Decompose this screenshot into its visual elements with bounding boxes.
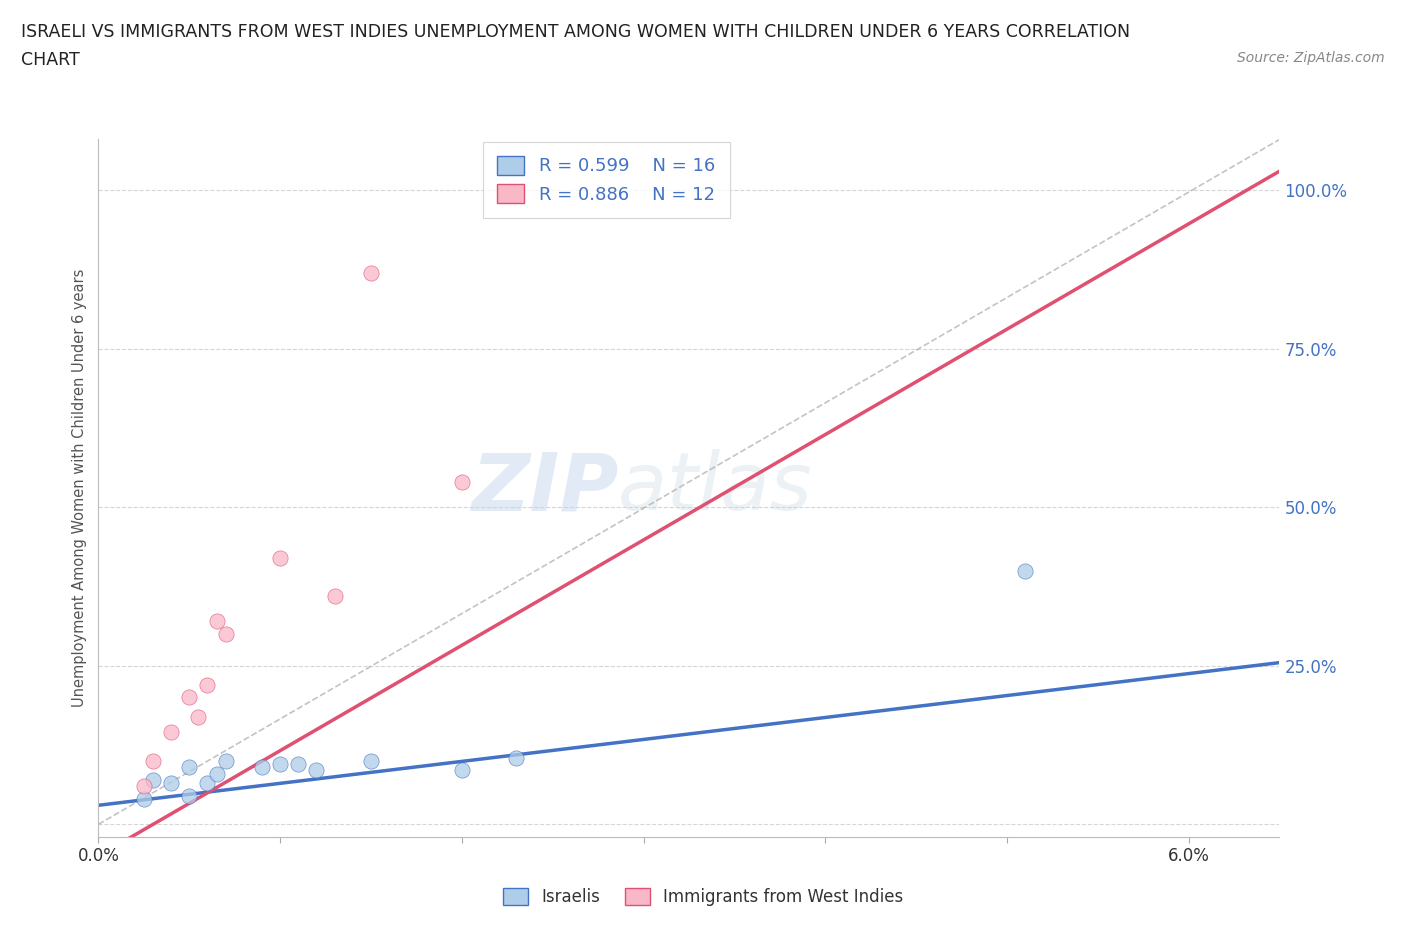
Point <box>132 791 155 806</box>
Point <box>160 776 183 790</box>
Point <box>179 789 201 804</box>
Point <box>179 760 201 775</box>
Legend: R = 0.599    N = 16, R = 0.886    N = 12: R = 0.599 N = 16, R = 0.886 N = 12 <box>482 141 730 219</box>
Text: ZIP: ZIP <box>471 449 619 527</box>
Point <box>187 709 209 724</box>
Point <box>197 776 219 790</box>
Point <box>179 690 201 705</box>
Point <box>269 757 291 772</box>
Y-axis label: Unemployment Among Women with Children Under 6 years: Unemployment Among Women with Children U… <box>72 269 87 708</box>
Point <box>205 614 228 629</box>
Point <box>142 753 165 768</box>
Point <box>250 760 273 775</box>
Text: ISRAELI VS IMMIGRANTS FROM WEST INDIES UNEMPLOYMENT AMONG WOMEN WITH CHILDREN UN: ISRAELI VS IMMIGRANTS FROM WEST INDIES U… <box>21 23 1130 41</box>
Point <box>132 778 155 793</box>
Point <box>214 753 236 768</box>
Point <box>197 677 219 692</box>
Point <box>360 265 382 280</box>
Text: CHART: CHART <box>21 51 80 69</box>
Point <box>450 763 472 777</box>
Point <box>323 589 346 604</box>
Point <box>287 757 309 772</box>
Point <box>360 753 382 768</box>
Text: Source: ZipAtlas.com: Source: ZipAtlas.com <box>1237 51 1385 65</box>
Point <box>214 627 236 642</box>
Legend: Israelis, Immigrants from West Indies: Israelis, Immigrants from West Indies <box>496 881 910 912</box>
Point <box>160 725 183 740</box>
Point <box>205 766 228 781</box>
Point <box>269 551 291 565</box>
Point <box>505 751 527 765</box>
Point <box>450 474 472 489</box>
Text: atlas: atlas <box>619 449 813 527</box>
Point <box>305 763 328 777</box>
Point <box>1014 564 1036 578</box>
Point <box>142 773 165 788</box>
